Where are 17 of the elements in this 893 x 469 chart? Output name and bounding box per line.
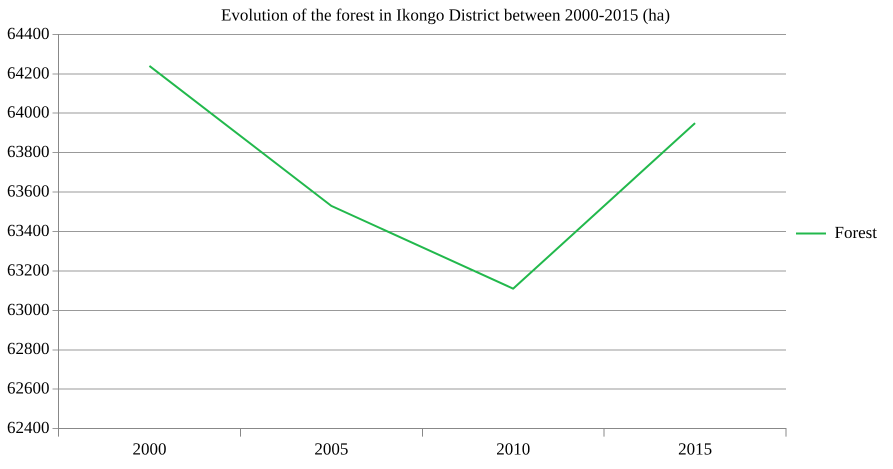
y-tick-label: 63400 bbox=[7, 220, 50, 240]
y-tick-label: 62600 bbox=[7, 378, 50, 398]
x-tick-label: 2005 bbox=[314, 439, 348, 458]
x-tick-label: 2010 bbox=[496, 439, 530, 458]
y-tick-label: 63600 bbox=[7, 182, 50, 201]
y-tick-label: 62400 bbox=[7, 418, 50, 438]
y-tick-label: 63800 bbox=[7, 142, 50, 162]
y-tick-label: 62800 bbox=[7, 339, 50, 358]
chart-title: Evolution of the forest in Ikongo District between 2000-2015 (ha) bbox=[221, 6, 670, 25]
x-tick-label: 2015 bbox=[678, 439, 712, 458]
y-tick-label: 63000 bbox=[7, 300, 50, 319]
y-tick-label: 63200 bbox=[7, 260, 50, 280]
x-tick-label: 2000 bbox=[132, 439, 166, 458]
y-tick-label: 64200 bbox=[7, 63, 50, 82]
y-tick-label: 64400 bbox=[7, 24, 50, 43]
y-tick-label: 64000 bbox=[7, 102, 50, 122]
legend-label: Forest bbox=[834, 222, 878, 242]
